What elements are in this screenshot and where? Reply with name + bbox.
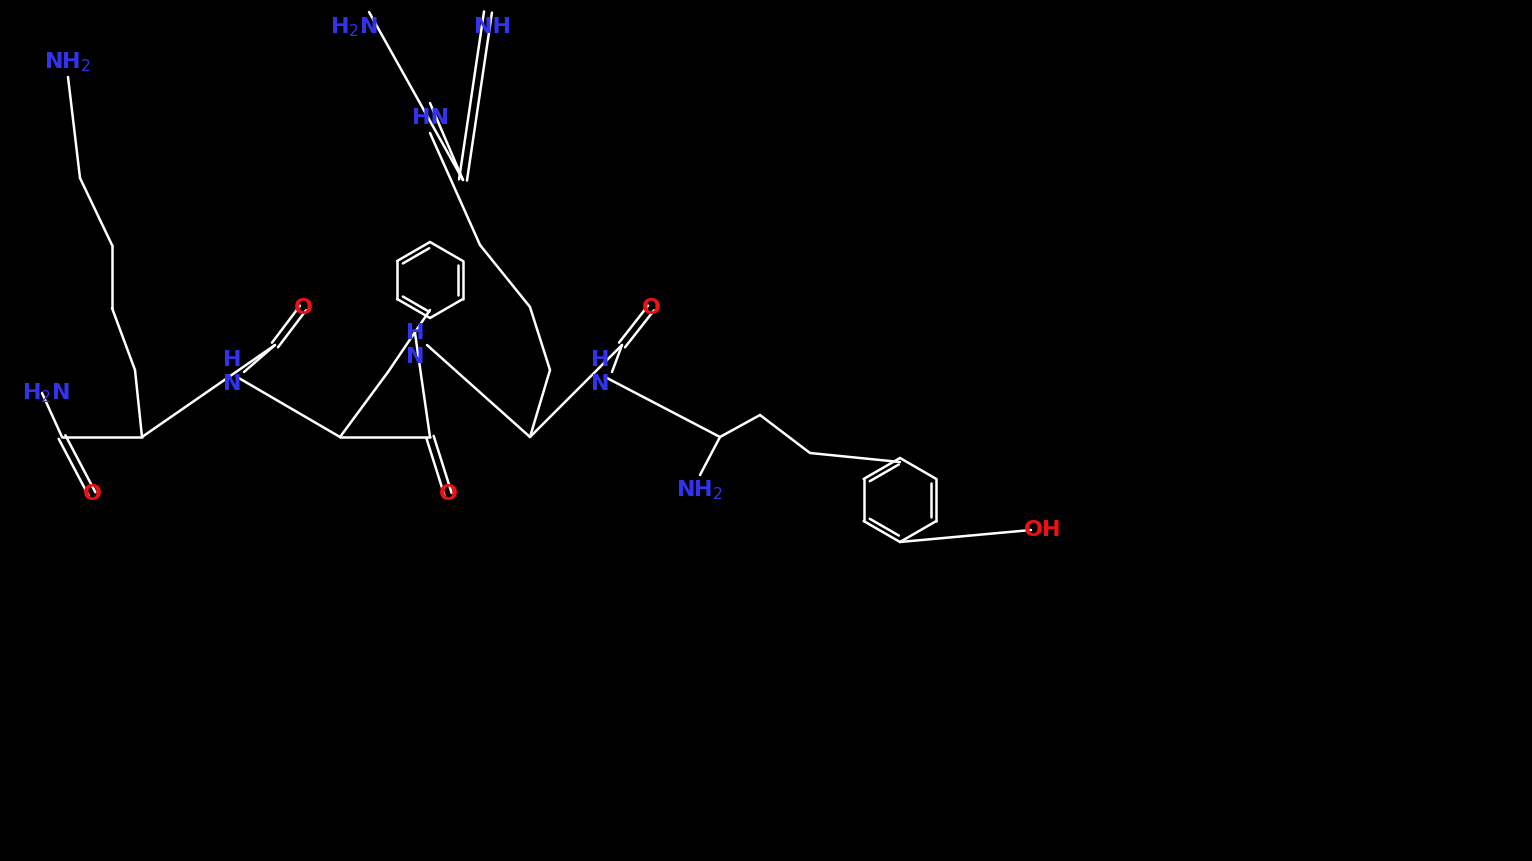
Text: O: O	[438, 484, 458, 504]
Text: O: O	[294, 298, 313, 318]
Text: H
N: H N	[591, 350, 610, 393]
Text: OH: OH	[1025, 520, 1062, 540]
Text: H$_2$N: H$_2$N	[21, 381, 70, 405]
Text: O: O	[83, 484, 101, 504]
Text: HN: HN	[412, 108, 449, 128]
Text: NH$_2$: NH$_2$	[677, 478, 723, 502]
Text: O: O	[642, 298, 660, 318]
Text: NH$_2$: NH$_2$	[44, 50, 92, 74]
Text: H
N: H N	[222, 350, 241, 393]
Text: H
N: H N	[406, 324, 424, 367]
Text: H$_2$N: H$_2$N	[329, 15, 378, 39]
Text: NH: NH	[475, 17, 512, 37]
